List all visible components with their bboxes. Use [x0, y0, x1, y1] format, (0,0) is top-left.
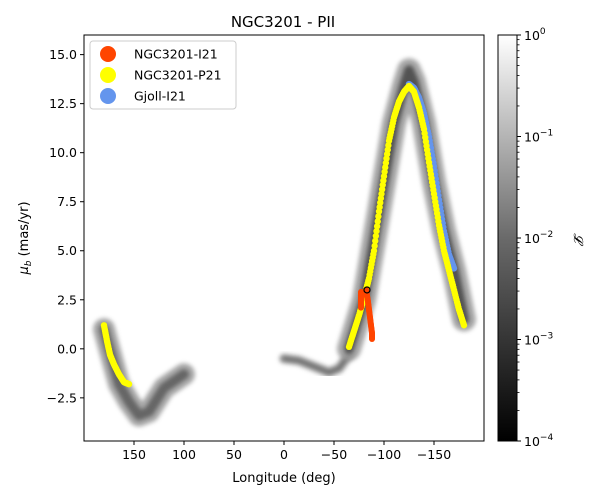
ngc3201-p21-point — [371, 242, 378, 250]
y-tick-label: 10.0 — [49, 145, 77, 160]
y-tick-label: 0.0 — [57, 341, 77, 356]
density-band — [99, 324, 189, 421]
progenitor-marker — [363, 286, 371, 294]
y-tick-label: −2.5 — [47, 390, 77, 405]
legend: NGC3201-I21 NGC3201-P21 Gjoll-I21 — [89, 40, 237, 110]
x-tick-label: −100 — [367, 447, 401, 462]
x-axis: 150 100 50 0 −50 −100 −150 — [122, 441, 451, 462]
y-tick-label: 5.0 — [57, 243, 77, 258]
ngc3201-p21-point — [372, 232, 380, 240]
legend-box — [89, 40, 237, 110]
ngc3201-p21-point — [373, 227, 380, 235]
gjoll-i21-point — [450, 265, 458, 272]
x-axis-label: Longitude (deg) — [232, 471, 335, 486]
x-tick-label: 0 — [280, 447, 288, 462]
chart-title: NGC3201 - PII — [231, 13, 335, 31]
y-tick-label: 15.0 — [49, 47, 77, 62]
ngc3201-p21-point — [460, 322, 468, 329]
ngc3201-i21-point — [358, 304, 364, 311]
density-cloud — [93, 58, 476, 427]
ngc3201-i21-point — [369, 336, 375, 343]
legend-marker — [100, 46, 116, 62]
y-tick-label: 7.5 — [57, 194, 77, 209]
colorbar-tick-label: 10−4 — [524, 433, 553, 449]
legend-marker — [100, 67, 116, 83]
colorbar: 100 10−1 10−2 10−3 10−4 𝓛 — [497, 27, 585, 449]
colorbar-gradient — [497, 34, 518, 442]
legend-label: NGC3201-I21 — [134, 47, 218, 62]
legend-marker — [100, 88, 116, 104]
y-axis-label-sub: b — [24, 260, 34, 266]
x-tick-label: −150 — [417, 447, 451, 462]
y-tick-label: 2.5 — [57, 292, 77, 307]
ngc3201-p21-point — [373, 223, 381, 230]
series-layer — [100, 80, 468, 388]
y-axis: −2.5 0.0 2.5 5.0 7.5 10.0 12.5 15.0 — [47, 47, 84, 405]
x-tick-label: −50 — [321, 447, 347, 462]
density-band — [282, 352, 351, 375]
x-tick-label: 50 — [226, 447, 242, 462]
y-tick-label: 12.5 — [49, 96, 77, 111]
x-tick-label: 100 — [172, 447, 196, 462]
colorbar-tick-label: 10−1 — [524, 129, 553, 145]
ngc3201-p21-point — [370, 247, 378, 254]
ngc3201-p21-point — [375, 213, 382, 220]
ngc3201-p21-point — [374, 218, 381, 225]
y-axis-label: μb (mas/yr) — [17, 201, 34, 275]
colorbar-tick-label: 100 — [524, 27, 546, 43]
x-tick-label: 150 — [122, 447, 146, 462]
ngc3201-p21-point — [372, 237, 379, 245]
y-axis-label-units: (mas/yr) — [17, 201, 32, 260]
y-axis-label-mu: μ — [17, 266, 32, 275]
colorbar-tick-label: 10−2 — [524, 230, 553, 246]
ngc3201-p21-point — [125, 380, 133, 388]
legend-label: Gjoll-I21 — [134, 89, 186, 104]
colorbar-tick-label: 10−3 — [524, 332, 553, 348]
legend-label: NGC3201-P21 — [134, 68, 222, 83]
colorbar-label: 𝓛 — [570, 233, 585, 246]
